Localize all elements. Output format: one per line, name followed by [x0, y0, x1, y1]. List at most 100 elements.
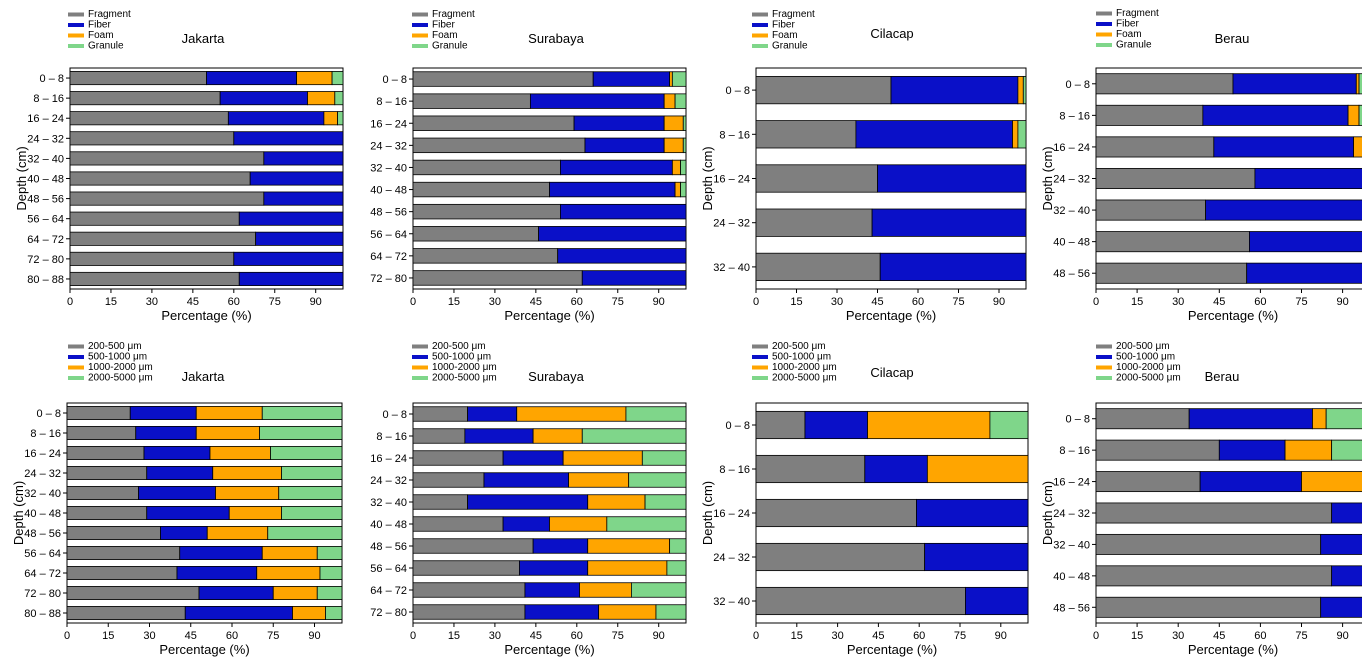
bar-segment — [233, 131, 344, 146]
y-tick-label: 32 – 40 — [713, 596, 750, 608]
bar-segment — [671, 71, 687, 87]
y-tick-label: 16 – 24 — [713, 174, 750, 186]
bar-segment — [871, 208, 1027, 237]
bar-segment — [864, 454, 928, 484]
bar-segment — [69, 91, 221, 106]
x-axis-label: Percentage (%) — [1188, 308, 1278, 323]
x-tick-label: 30 — [489, 296, 501, 308]
bar-segment — [212, 465, 282, 480]
x-tick-label: 0 — [67, 296, 73, 308]
bar-segment — [532, 428, 583, 444]
bar-segment — [195, 405, 263, 420]
bar-segment — [1353, 136, 1362, 158]
y-tick-label: 64 – 72 — [27, 234, 64, 246]
bar-segment — [581, 428, 687, 444]
y-tick-label: 24 – 32 — [370, 475, 407, 487]
bar-segment — [755, 586, 966, 616]
legend-label: 200-500 μm — [432, 341, 486, 352]
legend-label: 1000-2000 μm — [772, 362, 837, 373]
bar-segment — [66, 465, 148, 480]
x-tick-label: 15 — [448, 630, 460, 642]
bar-segment — [66, 405, 131, 420]
panel-7: 0 – 8 8 – 16 16 – 24 24 – 32 32 – 40 0 15 30 45 6… — [700, 341, 1029, 657]
y-tick-label: 24 – 32 — [1053, 508, 1090, 520]
x-tick-label: 60 — [228, 296, 240, 308]
legend-label: 200-500 μm — [1116, 341, 1170, 352]
x-tick-label: 45 — [871, 296, 883, 308]
bar-segment — [66, 425, 137, 440]
bar-segment — [412, 137, 586, 154]
bar-segment — [663, 93, 676, 109]
bar-segment — [143, 445, 211, 460]
bar-segment — [1095, 439, 1220, 461]
y-tick-label: 16 – 24 — [24, 448, 61, 460]
bar-segment — [560, 159, 673, 176]
bar-segment — [176, 566, 258, 581]
x-tick-label: 75 — [1295, 296, 1307, 308]
legend-label: Fragment — [1116, 8, 1159, 19]
bar-segment — [270, 445, 343, 460]
legend-label: Fiber — [432, 20, 455, 31]
x-tick-label: 75 — [612, 630, 624, 642]
y-tick-label: 0 – 8 — [37, 408, 61, 420]
legend-swatch — [412, 365, 428, 370]
bar-segment — [867, 410, 991, 440]
legend-swatch — [752, 12, 768, 17]
y-tick-label: 8 – 16 — [1059, 445, 1090, 457]
x-tick-label: 75 — [952, 296, 964, 308]
y-tick-label: 48 – 56 — [370, 541, 407, 553]
y-tick-label: 32 – 40 — [370, 162, 407, 174]
bar-segment — [296, 71, 333, 86]
bar-segment — [1017, 75, 1024, 105]
bar-segment — [669, 71, 673, 87]
bar-segment — [209, 445, 271, 460]
y-tick-label: 16 – 24 — [370, 453, 407, 465]
y-tick-label: 40 – 48 — [24, 508, 61, 520]
y-tick-label: 48 – 56 — [1053, 268, 1090, 280]
x-tick-label: 15 — [790, 296, 802, 308]
bar-segment — [1095, 199, 1206, 221]
x-tick-label: 90 — [308, 630, 320, 642]
bar-segment — [464, 428, 534, 444]
bar-segment — [877, 164, 1027, 193]
bar-segment — [1347, 104, 1360, 126]
y-tick-label: 0 – 8 — [40, 73, 64, 85]
x-tick-label: 90 — [1336, 630, 1348, 642]
y-tick-label: 0 – 8 — [1066, 79, 1090, 91]
bar-segment — [69, 211, 240, 226]
legend-swatch — [412, 344, 428, 349]
bar-segment — [263, 191, 344, 206]
legend-swatch — [1096, 344, 1112, 349]
legend-label: 2000-5000 μm — [1116, 373, 1181, 384]
x-tick-label: 30 — [831, 296, 843, 308]
bar-segment — [69, 271, 240, 286]
bar-segment — [1095, 502, 1333, 524]
legend-label: Foam — [432, 30, 458, 41]
bar-segment — [412, 494, 468, 510]
x-tick-label: 0 — [1093, 630, 1099, 642]
legend-swatch — [68, 44, 84, 48]
legend-label: Granule — [432, 41, 468, 52]
legend-swatch — [752, 365, 768, 370]
x-tick-label: 30 — [1172, 630, 1184, 642]
legend-swatch — [412, 12, 428, 17]
bar-segment — [69, 151, 265, 166]
x-tick-label: 45 — [1213, 630, 1225, 642]
x-tick-label: 15 — [791, 630, 803, 642]
y-tick-label: 8 – 16 — [1059, 110, 1090, 122]
y-tick-label: 56 – 64 — [370, 563, 407, 575]
x-tick-label: 45 — [530, 630, 542, 642]
bar-segment — [1320, 596, 1362, 618]
x-tick-label: 30 — [143, 630, 155, 642]
y-axis-label: Depth (cm) — [11, 481, 26, 545]
bar-segment — [1022, 75, 1027, 105]
bar-segment — [549, 181, 676, 198]
bar-segment — [238, 271, 344, 286]
legend-swatch — [1096, 376, 1112, 380]
y-tick-label: 16 – 24 — [713, 508, 750, 520]
bar-segment — [319, 566, 343, 581]
bar-segment — [557, 248, 687, 264]
bar-segment — [674, 93, 687, 109]
bar-segment — [219, 91, 308, 106]
bar-segment — [227, 111, 325, 126]
